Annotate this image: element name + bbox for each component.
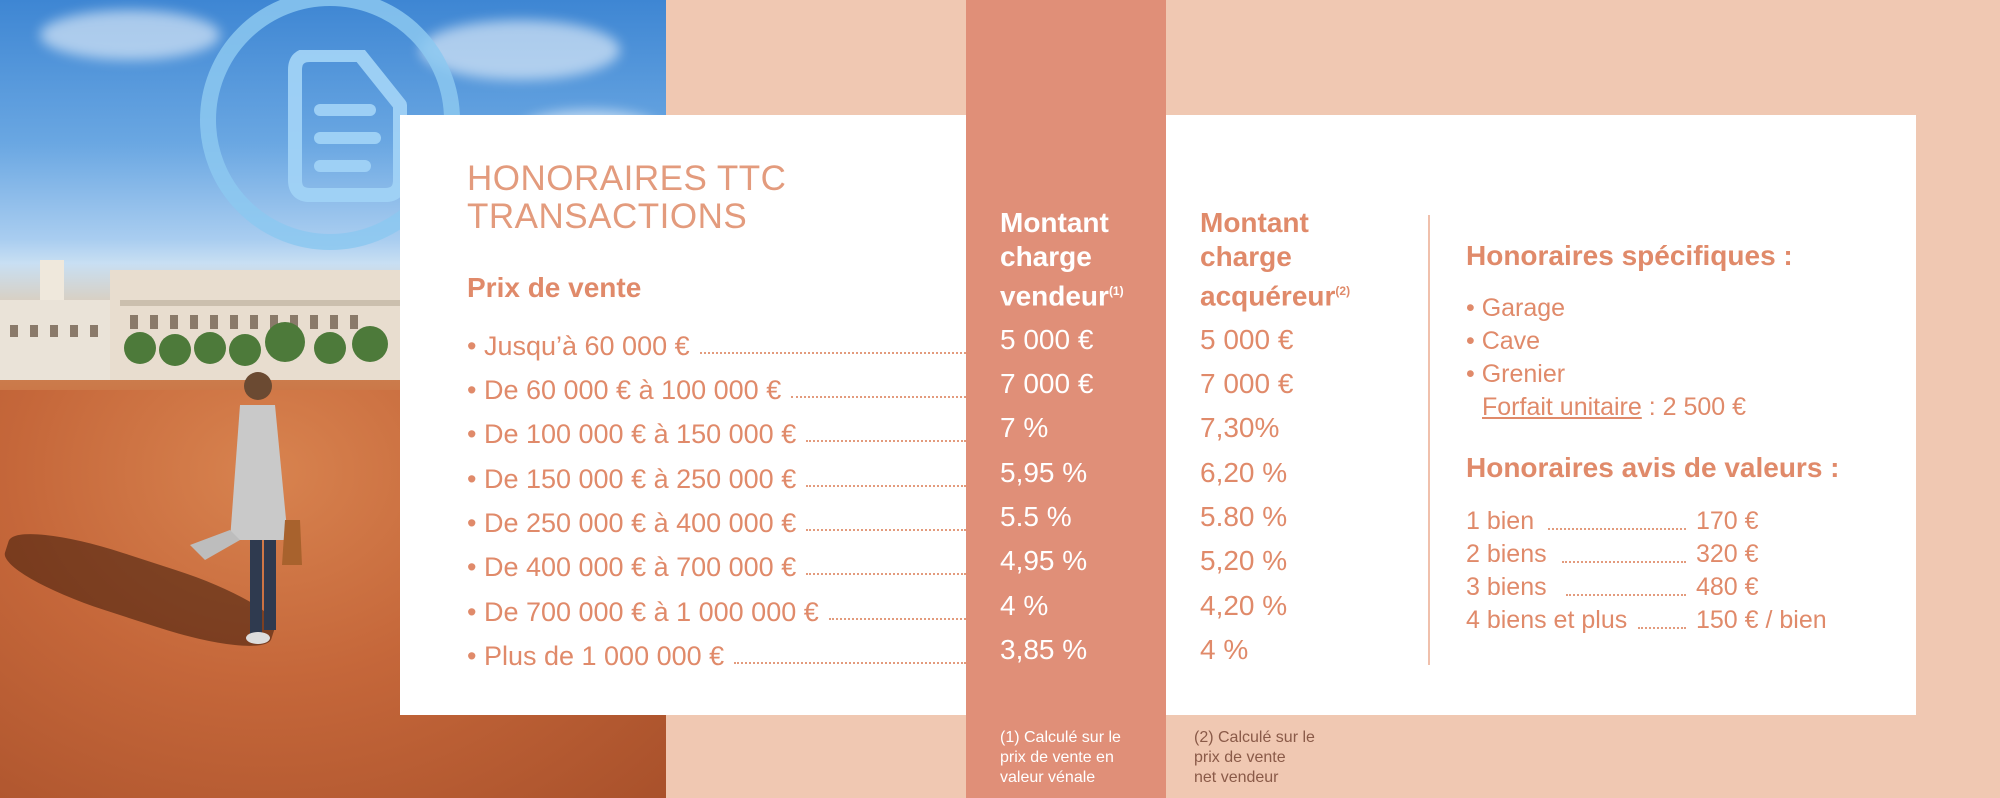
acquereur-header-line: charge (1200, 241, 1292, 272)
price-range-label: • De 700 000 € à 1 000 000 € (467, 597, 819, 627)
valuation-row: 4 biens et plus 150 € / bien (1466, 603, 1866, 635)
acquereur-value: 6,20 % (1200, 457, 1288, 488)
footnote-line: (1) Calculé sur le (1000, 729, 1121, 746)
prix-heading: Prix de vente (467, 272, 642, 303)
forfait-value: : 2 500 € (1641, 393, 1747, 421)
dotted-leader (1548, 528, 1686, 530)
valuation-price: 480 € (1696, 573, 1759, 601)
acquereur-value: 4,20 % (1200, 590, 1288, 621)
footnote-line: prix de vente en (1000, 749, 1114, 766)
valuation-price: 150 € / bien (1696, 606, 1827, 634)
cloud (40, 10, 220, 60)
specific-item: • Cave (1466, 327, 1541, 355)
price-range-label: • De 400 000 € à 700 000 € (467, 552, 797, 582)
vendeur-footnote-ref: (1) (1108, 284, 1124, 298)
acquereur-value: 5,20 % (1200, 545, 1288, 576)
acquereur-header: Montant charge acquéreur(2) (1200, 206, 1350, 313)
dotted-leader (791, 396, 966, 398)
vendeur-value: 7 % (1000, 412, 1049, 443)
specific-fees-title: Honoraires spécifiques : (1466, 240, 1793, 271)
walking-woman (190, 372, 302, 644)
vendeur-header-line: vendeur (1000, 280, 1109, 312)
acquereur-value: 7,30% (1200, 412, 1280, 443)
acquereur-footnote-ref: (2) (1335, 284, 1351, 298)
valuation-row: 3 biens 480 € (1466, 570, 1866, 602)
vendeur-value: 5,95 % (1000, 457, 1088, 488)
price-range-label: • Jusqu’à 60 000 € (467, 331, 690, 361)
acquereur-value: 5 000 € (1200, 324, 1294, 355)
footnote-line: prix de vente (1194, 749, 1286, 766)
dotted-leader (806, 485, 966, 487)
specific-item: • Grenier (1466, 360, 1566, 388)
acquereur-value: 4 % (1200, 634, 1249, 665)
vendeur-value: 4 % (1000, 590, 1049, 621)
vendeur-value: 3,85 % (1000, 634, 1088, 665)
price-row: • Plus de 1 000 000 € (467, 632, 966, 672)
valuation-count: 2 biens (1466, 540, 1547, 568)
price-range-label: • Plus de 1 000 000 € (467, 641, 725, 671)
footnote-line: (2) Calculé sur le (1194, 729, 1315, 746)
acquereur-value: 5.80 % (1200, 501, 1288, 532)
vendeur-header-line: Montant (1000, 207, 1109, 238)
fees-card (1166, 115, 1916, 715)
dotted-leader (806, 529, 966, 531)
forfait-line: Forfait unitaire : 2 500 € (1482, 393, 1746, 422)
valuation-price: 320 € (1696, 540, 1759, 568)
vendeur-header: Montant charge vendeur(1) (1000, 206, 1124, 313)
price-row: • Jusqu’à 60 000 € (467, 322, 966, 362)
valuation-count: 3 biens (1466, 573, 1547, 601)
price-row: • De 250 000 € à 400 000 € (467, 499, 966, 539)
acquereur-value: 7 000 € (1200, 368, 1294, 399)
footnote-line: valeur vénale (1000, 769, 1096, 786)
vendeur-value: 5.5 % (1000, 501, 1072, 532)
valuation-count: 4 biens et plus (1466, 606, 1628, 634)
page-title: HONORAIRES TTC TRANSACTIONS (467, 160, 786, 236)
price-row: • De 700 000 € à 1 000 000 € (467, 588, 966, 628)
cloud (420, 20, 620, 80)
vendeur-value: 5 000 € (1000, 324, 1094, 355)
price-range-label: • De 150 000 € à 250 000 € (467, 464, 797, 494)
vendeur-value: 4,95 % (1000, 545, 1088, 576)
price-row: • De 100 000 € à 150 000 € (467, 410, 966, 450)
dotted-leader (806, 440, 966, 442)
title-line-2: TRANSACTIONS (467, 197, 748, 236)
valuation-count: 1 bien (1466, 507, 1535, 535)
acquereur-header-line: Montant (1200, 207, 1309, 238)
vendeur-header-line: charge (1000, 241, 1092, 272)
footnote-line: net vendeur (1194, 769, 1279, 786)
dotted-leader (1562, 561, 1686, 563)
price-row: • De 400 000 € à 700 000 € (467, 543, 966, 583)
dotted-leader (806, 573, 966, 575)
dotted-leader (1638, 627, 1686, 629)
price-range-label: • De 250 000 € à 400 000 € (467, 508, 797, 538)
price-row: • De 150 000 € à 250 000 € (467, 455, 966, 495)
price-table-card (400, 115, 966, 715)
specific-item: • Garage (1466, 294, 1566, 322)
document-logo-icon (288, 50, 407, 202)
forfait-label: Forfait unitaire (1482, 393, 1642, 421)
price-range-label: • De 100 000 € à 150 000 € (467, 419, 797, 449)
price-range-label: • De 60 000 € à 100 000 € (467, 375, 782, 405)
footnote-1: (1) Calculé sur le prix de vente en vale… (1000, 728, 1121, 788)
price-row: • De 60 000 € à 100 000 € (467, 366, 966, 406)
dotted-leader (828, 618, 966, 620)
vendeur-value: 7 000 € (1000, 368, 1094, 399)
dotted-leader (699, 352, 966, 354)
valuation-row: 2 biens 320 € (1466, 537, 1866, 569)
vendeur-column (966, 0, 1166, 798)
valuation-price: 170 € (1696, 507, 1759, 535)
dotted-leader (734, 662, 966, 664)
valuation-row: 1 bien 170 € (1466, 504, 1866, 536)
valuation-fees-title: Honoraires avis de valeurs : (1466, 452, 1840, 483)
title-line-1: HONORAIRES TTC (467, 159, 787, 198)
footnote-2: (2) Calculé sur le prix de vente net ven… (1194, 728, 1315, 788)
acquereur-header-line: acquéreur (1200, 280, 1336, 312)
dotted-leader (1566, 594, 1686, 596)
buildings-illustration (0, 260, 400, 380)
vertical-divider (1428, 215, 1430, 665)
